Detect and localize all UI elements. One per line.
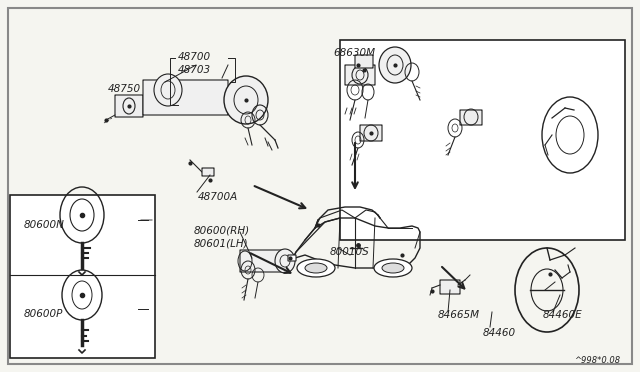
Ellipse shape [297,259,335,277]
Bar [340,40,625,240]
Text: 48703: 48703 [178,65,211,75]
Bar [10,195,155,358]
FancyBboxPatch shape [240,250,285,272]
FancyBboxPatch shape [345,65,375,85]
FancyBboxPatch shape [440,280,460,294]
FancyBboxPatch shape [360,125,382,141]
Text: 80600N: 80600N [24,220,65,230]
Text: 80600(RH): 80600(RH) [194,225,250,235]
Ellipse shape [542,97,598,173]
FancyBboxPatch shape [115,95,143,117]
Ellipse shape [382,263,404,273]
Text: 84665M: 84665M [438,310,480,320]
FancyBboxPatch shape [202,168,214,176]
Ellipse shape [305,263,327,273]
Ellipse shape [154,74,182,106]
Ellipse shape [379,47,411,83]
Ellipse shape [374,259,412,277]
Ellipse shape [224,76,268,124]
FancyBboxPatch shape [460,110,482,125]
Text: 80601(LH): 80601(LH) [194,238,248,248]
Ellipse shape [275,249,295,273]
Text: 84460: 84460 [483,328,516,338]
FancyBboxPatch shape [355,55,373,68]
Text: ^998*0.08: ^998*0.08 [574,356,620,365]
Text: 68630M: 68630M [333,48,375,58]
FancyBboxPatch shape [288,255,296,261]
Text: 48750: 48750 [108,84,141,94]
FancyBboxPatch shape [143,80,228,115]
Text: 80600P: 80600P [24,309,63,319]
Text: 80010S: 80010S [330,247,370,257]
Text: 48700A: 48700A [198,192,238,202]
Text: 84460E: 84460E [543,310,582,320]
Text: 48700: 48700 [178,52,211,62]
